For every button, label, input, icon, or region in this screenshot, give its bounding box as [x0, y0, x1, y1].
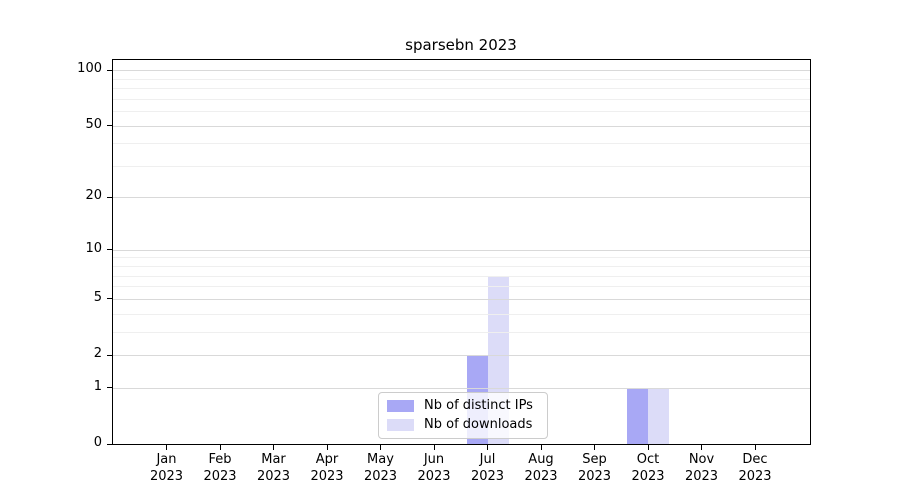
x-tick-mark [594, 445, 595, 450]
x-tick-mark [166, 445, 167, 450]
y-tick-label: 50 [85, 116, 102, 132]
legend-item-downloads: Nb of downloads [387, 417, 539, 433]
legend-swatch-downloads-icon [387, 419, 414, 431]
major-gridline [113, 249, 810, 251]
minor-gridline [113, 88, 810, 90]
major-gridline [113, 197, 810, 199]
y-tick-label: 20 [85, 188, 102, 204]
x-tick-label: Sep 2023 [577, 452, 612, 484]
legend-label-downloads: Nb of downloads [424, 417, 533, 432]
x-tick-label: Jul 2023 [470, 452, 505, 484]
legend-label-distinct-ips: Nb of distinct IPs [424, 398, 533, 413]
y-tick-label: 0 [93, 435, 102, 450]
x-tick-mark [273, 445, 274, 450]
y-tick-mark [107, 196, 113, 198]
legend-item-distinct-ips: Nb of distinct IPs [387, 398, 539, 414]
minor-gridline [113, 286, 810, 288]
y-tick-label: 1 [93, 378, 102, 394]
legend-swatch-distinct-ips-icon [387, 400, 414, 412]
y-tick-mark [107, 249, 113, 251]
x-tick-label: Mar 2023 [256, 452, 291, 484]
major-gridline [113, 70, 810, 72]
x-tick-label: Dec 2023 [738, 452, 772, 484]
x-tick-mark [647, 445, 649, 450]
major-gridline [113, 387, 810, 389]
minor-gridline [113, 313, 810, 315]
bar [648, 387, 669, 444]
minor-gridline [113, 111, 810, 113]
major-gridline [113, 298, 810, 300]
bar [627, 387, 648, 444]
y-tick-label: 5 [93, 289, 102, 305]
x-tick-label: Oct 2023 [631, 452, 665, 484]
y-tick-label: 10 [85, 240, 102, 256]
x-tick-label: May 2023 [363, 452, 398, 484]
x-tick-label: Jun 2023 [417, 452, 451, 484]
chart-title: sparsebn 2023 [405, 36, 517, 54]
x-tick-mark [219, 445, 221, 450]
x-tick-mark [540, 445, 542, 450]
minor-gridline [113, 266, 810, 268]
y-tick-mark [107, 125, 113, 127]
x-tick-mark [380, 445, 381, 450]
x-tick-mark [754, 445, 756, 450]
y-tick-mark [107, 69, 113, 71]
x-tick-label: Feb 2023 [203, 452, 237, 484]
minor-gridline [113, 165, 810, 167]
major-gridline [113, 125, 810, 127]
minor-gridline [113, 331, 810, 333]
minor-gridline [113, 275, 810, 277]
x-tick-mark [433, 445, 435, 450]
y-tick-mark [107, 298, 113, 300]
minor-gridline [113, 78, 810, 80]
minor-gridline [113, 257, 810, 259]
x-tick-label: Nov 2023 [684, 452, 719, 484]
x-tick-mark [326, 445, 328, 450]
x-tick-label: Jan 2023 [149, 452, 184, 484]
y-tick-label: 2 [93, 346, 102, 361]
minor-gridline [113, 143, 810, 145]
x-tick-label: Aug 2023 [524, 452, 558, 484]
y-tick-mark [107, 354, 113, 356]
x-tick-mark [487, 445, 488, 450]
plot-area [112, 59, 811, 445]
minor-gridline [113, 98, 810, 100]
x-tick-label: Apr 2023 [310, 452, 344, 484]
major-gridline [113, 355, 810, 356]
y-tick-label: 100 [77, 61, 102, 77]
y-tick-mark [107, 443, 113, 445]
legend: Nb of distinct IPs Nb of downloads [378, 392, 548, 439]
x-tick-mark [701, 445, 702, 450]
y-tick-mark [107, 387, 113, 389]
